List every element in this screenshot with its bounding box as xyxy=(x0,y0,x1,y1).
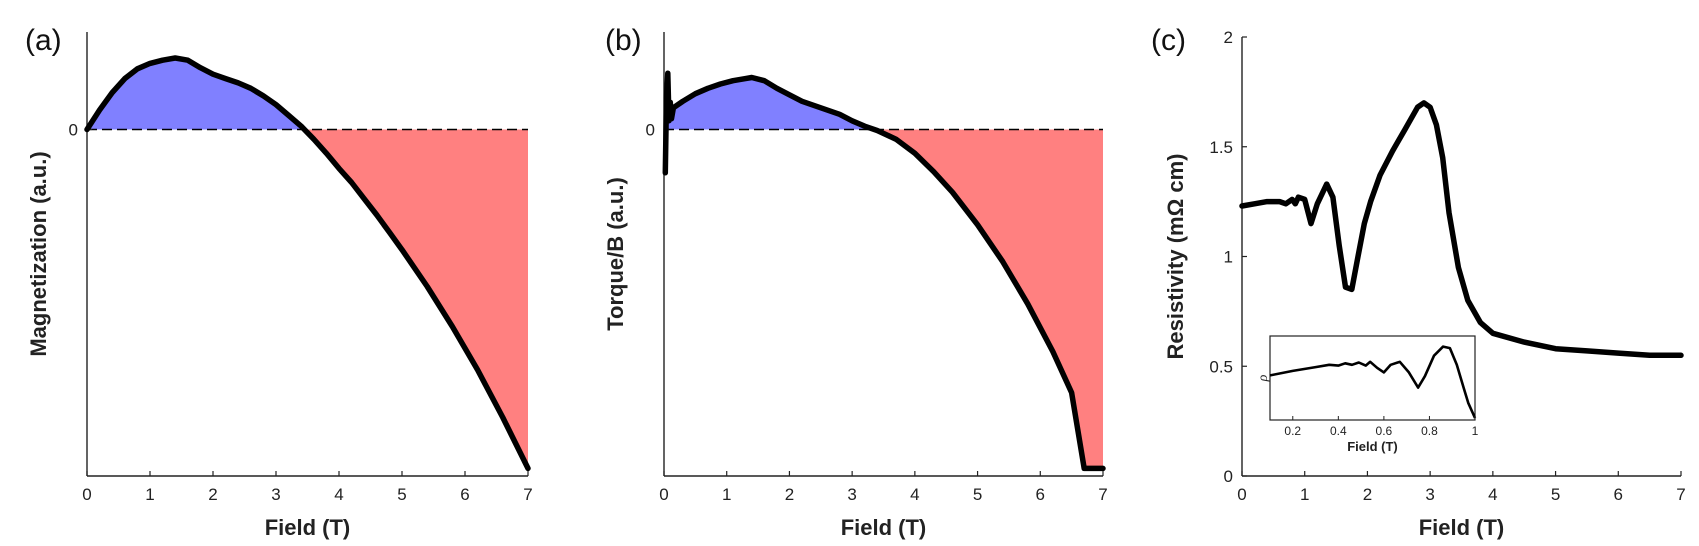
data-curve xyxy=(84,55,531,472)
x-tick-label: 7 xyxy=(523,485,532,504)
inset-x-tick-label: 0.2 xyxy=(1284,424,1301,438)
x-tick-label: 1 xyxy=(722,485,731,504)
x-tick-label: 5 xyxy=(397,485,406,504)
x-tick-label: 0 xyxy=(659,485,668,504)
x-tick-label: 1 xyxy=(145,485,154,504)
panel-b: (b) 0 1 2 3 4 5 6 7 0 Field (T) Torque/B (a.u.) xyxy=(603,24,1108,540)
x-tick-label: 3 xyxy=(1425,485,1434,504)
panel-label: (c) xyxy=(1151,24,1186,57)
x-tick-label: 7 xyxy=(1676,485,1685,504)
x-axis-title: Field (T) xyxy=(265,515,351,540)
inset-frame xyxy=(1269,335,1476,421)
x-tick-label: 2 xyxy=(1363,485,1372,504)
x-tick-label: 1 xyxy=(1300,485,1309,504)
x-tick-label: 2 xyxy=(208,485,217,504)
y-tick-label: 2 xyxy=(1224,28,1233,47)
data-curve xyxy=(1239,100,1684,359)
data-curve xyxy=(662,70,1106,472)
x-tick-label: 6 xyxy=(1614,485,1623,504)
inset-x-tick-label: 1 xyxy=(1472,424,1479,438)
panel-c: (c) 0 1 2 3 4 5 6 7 0 0.5 1 1.5 2 Field (T) Resistivity… xyxy=(1151,24,1686,540)
y-tick-label: 0 xyxy=(1224,467,1233,486)
x-tick-label: 7 xyxy=(1098,485,1107,504)
x-tick-label: 4 xyxy=(910,485,919,504)
negative-area-fill xyxy=(665,129,1103,476)
y-tick-label: 0 xyxy=(646,120,655,139)
x-tick-label: 2 xyxy=(785,485,794,504)
x-tick-label: 4 xyxy=(334,485,343,504)
inset-x-tick-label: 0.8 xyxy=(1421,424,1438,438)
y-tick-label: 1.5 xyxy=(1209,138,1233,157)
inset-curve xyxy=(1269,345,1477,419)
panel-label: (b) xyxy=(605,24,642,57)
x-tick-label: 3 xyxy=(847,485,856,504)
y-tick-label: 1 xyxy=(1224,248,1233,267)
y-tick-label: 0 xyxy=(69,120,78,139)
inset-plot: 0.2 0.4 0.6 0.8 1 Field (T) ρ xyxy=(1256,335,1479,454)
x-axis-title: Field (T) xyxy=(841,515,927,540)
inset-y-axis-title: ρ xyxy=(1256,374,1271,382)
x-tick-label: 5 xyxy=(1551,485,1560,504)
x-tick-label: 6 xyxy=(460,485,469,504)
y-axis-title: Torque/B (a.u.) xyxy=(603,177,628,331)
x-tick-label: 0 xyxy=(82,485,91,504)
inset-x-axis-title: Field (T) xyxy=(1347,439,1398,454)
x-axis-title: Field (T) xyxy=(1419,515,1505,540)
x-tick-label: 6 xyxy=(1036,485,1045,504)
x-tick-label: 0 xyxy=(1237,485,1246,504)
x-tick-label: 5 xyxy=(973,485,982,504)
y-axis-title: Resistivity (mΩ cm) xyxy=(1163,154,1188,360)
y-tick-label: 0.5 xyxy=(1209,357,1233,376)
panel-label: (a) xyxy=(25,24,62,57)
panel-a: (a) 0 1 2 3 4 5 6 7 0 Field (T) Magnetization (a.u.… xyxy=(25,24,533,540)
inset-x-tick-label: 0.6 xyxy=(1376,424,1393,438)
negative-area-fill xyxy=(87,129,528,476)
x-tick-label: 4 xyxy=(1488,485,1497,504)
inset-x-tick-label: 0.4 xyxy=(1330,424,1347,438)
y-axis-title: Magnetization (a.u.) xyxy=(26,151,51,356)
positive-area-fill xyxy=(87,58,305,130)
x-tick-label: 3 xyxy=(271,485,280,504)
